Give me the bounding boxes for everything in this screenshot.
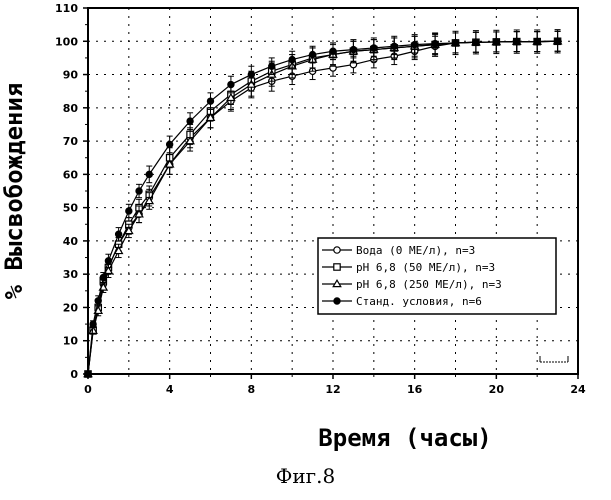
data-point: [248, 71, 254, 77]
data-point: [289, 56, 295, 62]
data-point: [411, 41, 417, 47]
data-point: [115, 231, 121, 237]
series-3: [84, 30, 561, 377]
series-layer: [84, 30, 561, 378]
legend: Вода (0 МЕ/л), n=3 pH 6,8 (50 МЕ/л), n=3 p…: [318, 238, 556, 314]
data-point: [452, 40, 458, 46]
x-tick-label: 20: [489, 383, 505, 396]
y-tick-label: 110: [55, 2, 78, 15]
scale-mark: [540, 356, 568, 362]
y-tick-label: 40: [63, 235, 79, 248]
figure-caption: Фиг.8: [0, 464, 611, 488]
data-point: [391, 43, 397, 49]
legend-label: pH 6,8 (50 МЕ/л), n=3: [356, 261, 495, 274]
data-point: [100, 274, 106, 280]
y-tick-label: 70: [63, 135, 79, 148]
series-line: [88, 41, 558, 374]
x-axis-label: Время (часы): [318, 424, 491, 452]
y-tick-label: 90: [63, 69, 79, 82]
data-point: [514, 38, 520, 44]
data-point: [207, 98, 213, 104]
legend-label: Станд. условия, n=6: [356, 295, 482, 308]
y-tick-label: 80: [63, 102, 79, 115]
data-point: [105, 258, 111, 264]
x-axis-ticks: 0 4 8 12 16 20 24: [84, 374, 586, 396]
y-tick-label: 20: [63, 301, 79, 314]
y-axis-label: % Высвобождения: [0, 83, 28, 300]
legend-label: Вода (0 МЕ/л), n=3: [356, 244, 475, 257]
data-point: [330, 48, 336, 54]
legend-marker: [334, 247, 340, 253]
data-point: [554, 38, 560, 44]
data-point: [187, 118, 193, 124]
data-point: [136, 188, 142, 194]
data-point: [432, 40, 438, 46]
data-point: [473, 39, 479, 45]
y-tick-label: 30: [63, 268, 79, 281]
series-line: [88, 41, 558, 374]
x-tick-label: 12: [325, 383, 340, 396]
x-tick-label: 16: [407, 383, 423, 396]
data-point: [371, 45, 377, 51]
y-tick-label: 10: [63, 335, 79, 348]
series-1: [85, 31, 561, 377]
y-tick-label: 50: [63, 202, 79, 215]
series-4: [85, 31, 561, 377]
data-point: [350, 46, 356, 52]
series-line: [88, 41, 558, 374]
data-point: [95, 298, 101, 304]
data-point: [146, 171, 152, 177]
legend-label: pH 6,8 (250 МЕ/л), n=3: [356, 278, 502, 291]
y-tick-label: 100: [55, 35, 78, 48]
data-point: [228, 81, 234, 87]
y-tick-label: 0: [70, 368, 78, 381]
data-point: [493, 39, 499, 45]
x-tick-label: 8: [248, 383, 256, 396]
series-line: [88, 41, 558, 374]
data-point: [534, 38, 540, 44]
y-tick-label: 60: [63, 168, 79, 181]
data-point: [126, 208, 132, 214]
series-2: [85, 31, 561, 377]
x-tick-label: 4: [166, 383, 174, 396]
x-tick-label: 0: [84, 383, 92, 396]
data-point: [90, 321, 96, 327]
legend-marker: [334, 264, 340, 270]
data-point: [166, 141, 172, 147]
y-axis-ticks: 0 10 20 30 40 50 60 70 80 90 100 110: [55, 2, 88, 381]
x-tick-label: 24: [570, 383, 586, 396]
legend-marker: [334, 298, 340, 304]
data-point: [309, 51, 315, 57]
data-point: [269, 63, 275, 69]
